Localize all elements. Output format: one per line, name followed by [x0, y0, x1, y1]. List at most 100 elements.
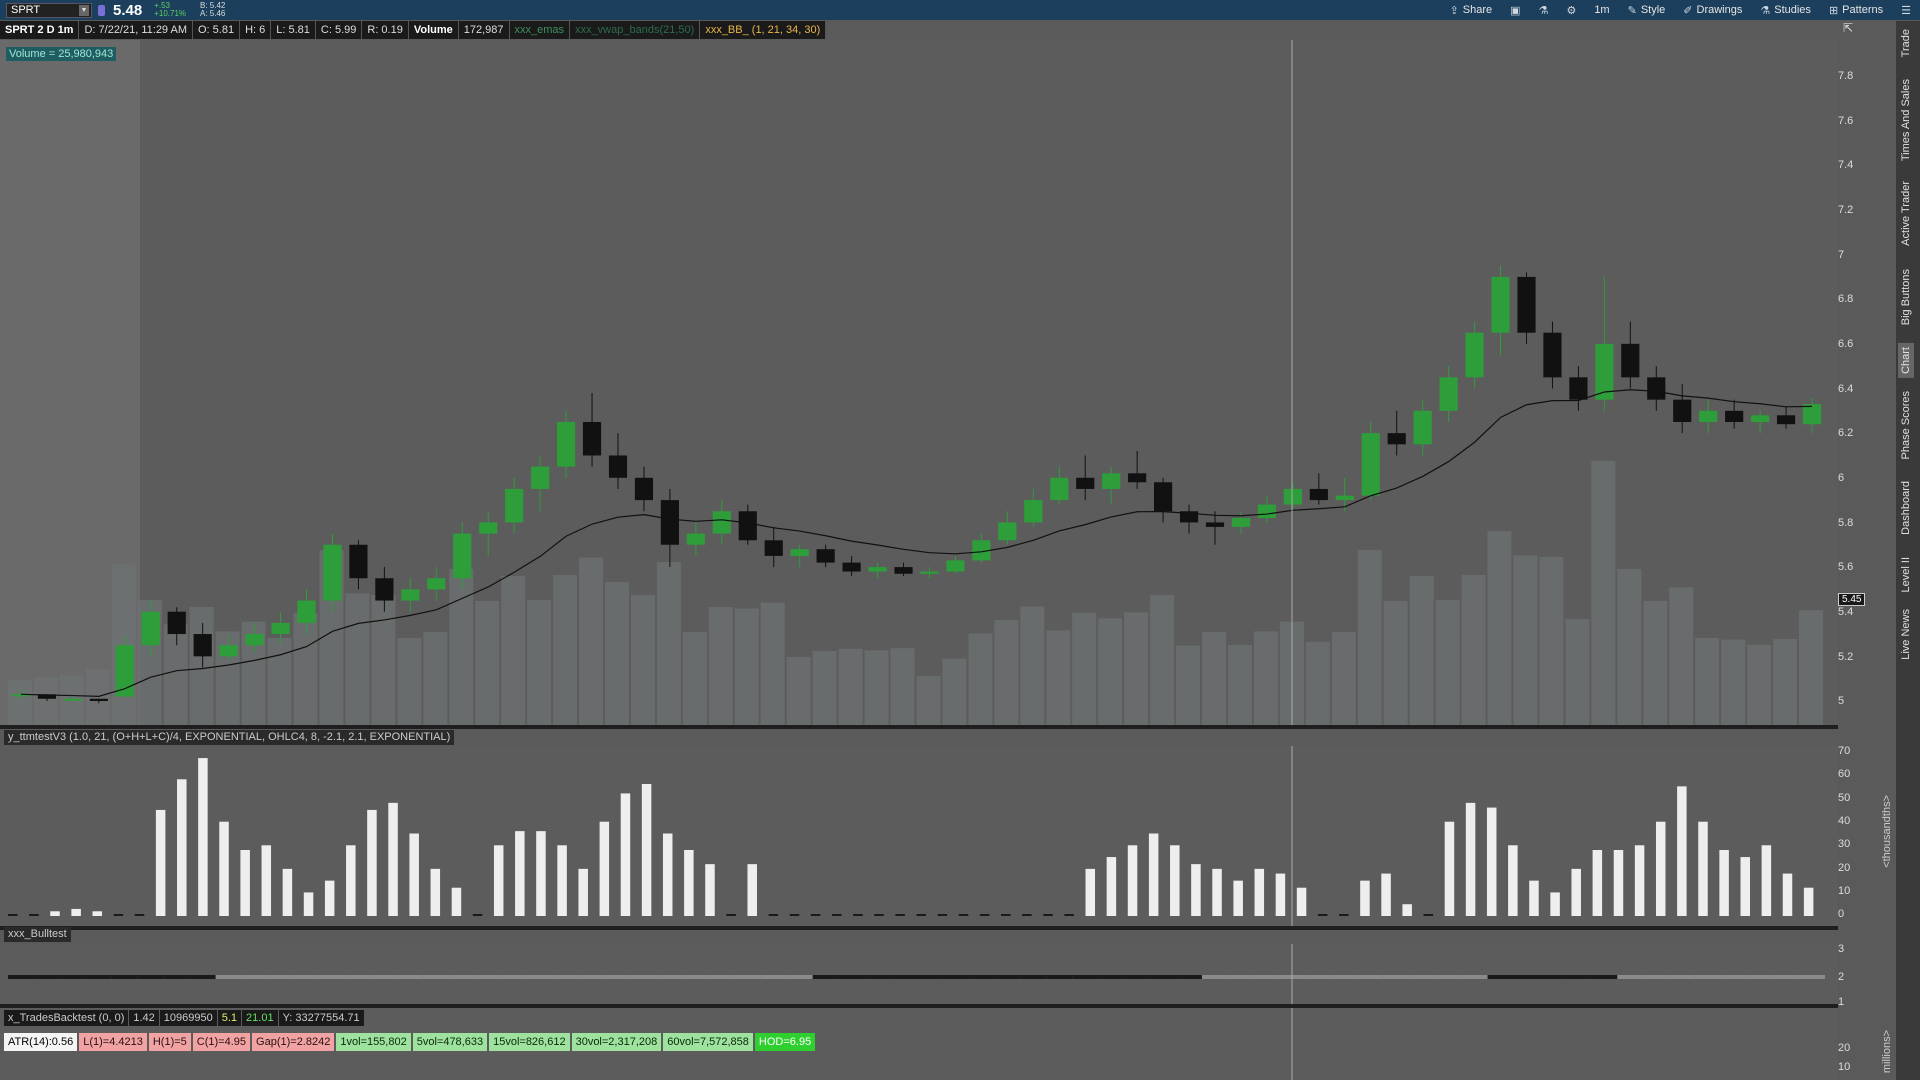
- sidebar-tab-chart[interactable]: Chart: [1898, 343, 1914, 378]
- sidebar-tab-trade[interactable]: Trade: [1900, 29, 1912, 58]
- style-icon: ✎: [1627, 4, 1637, 17]
- study-bb[interactable]: xxx_BB_ (1, 21, 34, 30): [700, 21, 827, 39]
- panel-separator[interactable]: [0, 725, 1838, 729]
- panel-separator[interactable]: [0, 1004, 1838, 1008]
- bull-segment: [1279, 975, 1306, 979]
- oscillator-bar: [895, 914, 905, 916]
- stat-gap: Gap(1)=2.8242: [252, 1033, 335, 1051]
- volume-bar: [1227, 645, 1252, 725]
- bull-segment: [59, 975, 86, 979]
- bull-segment: [527, 975, 554, 979]
- price-tick: 7.2: [1838, 204, 1854, 216]
- volume-bar: [864, 650, 889, 725]
- bull-segment: [1098, 975, 1125, 979]
- sidebar-tab-times-and-sales[interactable]: Times And Sales: [1900, 79, 1912, 162]
- volume-bar: [1072, 613, 1097, 725]
- backtest-header[interactable]: x_TradesBacktest (0, 0): [4, 1010, 129, 1026]
- snapshot-button[interactable]: ▣: [1510, 4, 1520, 17]
- price-chart[interactable]: [0, 40, 1838, 725]
- bull-segment: [111, 975, 138, 979]
- bull-segment: [1773, 975, 1800, 979]
- bull-segment: [1461, 975, 1488, 979]
- stat-hod: HOD=6.95: [754, 1033, 816, 1051]
- candle-body: [1802, 404, 1822, 425]
- price-axis[interactable]: 7.8 7.6 7.4 7.2 7 6.8 6.6 6.4 6.2 6 5.8 …: [1838, 40, 1878, 725]
- oscillator-bar: [958, 914, 969, 916]
- studies-button[interactable]: ⚗ Studies: [1760, 4, 1811, 17]
- backtest-v4: 21.01: [242, 1010, 278, 1026]
- timeframe-button[interactable]: 1m: [1594, 4, 1609, 16]
- volume-bar: [423, 632, 448, 725]
- sidebar-tab-active-trader[interactable]: Active Trader: [1900, 181, 1912, 246]
- vol-tick: 20: [1838, 1042, 1851, 1054]
- bull-segment: [1721, 975, 1748, 979]
- sidebar-tab-big-buttons[interactable]: Big Buttons: [1900, 269, 1912, 326]
- bar-range: R: 0.19: [362, 21, 409, 39]
- bull-study-header[interactable]: xxx_Bulltest: [4, 927, 71, 942]
- candle-body: [1387, 433, 1406, 445]
- style-button[interactable]: ✎ Style: [1628, 4, 1666, 17]
- menu-button[interactable]: ☰: [1901, 4, 1911, 17]
- candle-body: [1413, 410, 1432, 445]
- last-price: 5.48: [113, 1, 143, 19]
- share-icon: ⇪: [1449, 4, 1459, 17]
- oscillator-bar: [1064, 914, 1074, 916]
- drawings-icon: ✐: [1683, 4, 1693, 17]
- bull-segment: [579, 975, 606, 979]
- share-button[interactable]: ⇪ Share: [1450, 4, 1493, 17]
- sidebar-tab-phase-scores[interactable]: Phase Scores: [1900, 391, 1912, 460]
- price-change: +.53 +10.71%: [154, 2, 186, 18]
- candle-body: [738, 511, 757, 541]
- chart-title[interactable]: SPRT 2 D 1m: [0, 21, 80, 39]
- patterns-button[interactable]: ⊞ Patterns: [1829, 4, 1883, 17]
- settings-button[interactable]: ⚙: [1566, 4, 1576, 17]
- toolbar-actions: ⇪ Share ▣ ⚗ ⚙ 1m ✎ Style ✐ Drawings ⚗ Studie…: [1441, 0, 1920, 20]
- candles: [11, 265, 1822, 704]
- volume-bar: [1487, 531, 1512, 725]
- sidebar-tab-live-news[interactable]: Live News: [1900, 609, 1912, 660]
- oscillator-bar: [937, 914, 948, 916]
- study-emas[interactable]: xxx_emas: [509, 21, 571, 39]
- bull-chart[interactable]: [0, 944, 1838, 1004]
- price-tick: 5.2: [1838, 651, 1854, 663]
- candle-body: [1569, 377, 1588, 400]
- oscillator-bar: [1486, 807, 1497, 916]
- volume-bar: [786, 657, 811, 725]
- study-vwap[interactable]: xxx_vwap_bands(21,50): [570, 21, 701, 39]
- candle-body: [141, 611, 160, 646]
- bar-low: L: 5.81: [271, 21, 316, 39]
- bull-segment: [786, 975, 813, 979]
- oscillator-bar: [1655, 821, 1666, 916]
- osc-study-header[interactable]: y_ttmtestV3 (1.0, 21, (O+H+L+C)/4, EXPON…: [4, 730, 455, 745]
- flask-button[interactable]: ⚗: [1539, 4, 1549, 17]
- bull-segment: [319, 975, 346, 979]
- symbol-selector[interactable]: SPRT ▼: [6, 2, 92, 18]
- stat-1vol: 1vol=155,802: [336, 1033, 411, 1051]
- volume-bar: [293, 613, 318, 725]
- oscillator-bar: [1360, 880, 1370, 916]
- panel-separator[interactable]: [0, 926, 1838, 930]
- bull-segment: [8, 975, 34, 979]
- collapse-icon[interactable]: ⇱: [1843, 21, 1854, 35]
- sidebar-tab-level-ii[interactable]: Level II: [1900, 557, 1912, 593]
- volume-value: 172,987: [458, 21, 510, 39]
- volume-bar: [1747, 645, 1772, 725]
- chevron-down-icon[interactable]: ▼: [79, 4, 89, 16]
- sidebar-tab-dashboard[interactable]: Dashboard: [1900, 481, 1912, 535]
- oscillator-bar: [198, 758, 208, 916]
- volume-bar: [1357, 550, 1382, 725]
- oscillator-bar: [430, 868, 441, 916]
- candle-body: [427, 578, 446, 590]
- candle-body: [1673, 399, 1692, 422]
- flag-icon[interactable]: [98, 4, 105, 16]
- volume-bar: [734, 608, 759, 725]
- candle-body: [1543, 332, 1562, 378]
- oscillator-bar: [789, 914, 800, 916]
- volume-bar: [916, 676, 941, 725]
- bull-segment: [760, 975, 787, 979]
- oscillator-bar: [1571, 868, 1581, 916]
- drawings-button[interactable]: ✐ Drawings: [1683, 4, 1742, 17]
- oscillator-chart[interactable]: [0, 746, 1838, 926]
- candle-body: [11, 694, 31, 697]
- candle-body: [972, 540, 991, 561]
